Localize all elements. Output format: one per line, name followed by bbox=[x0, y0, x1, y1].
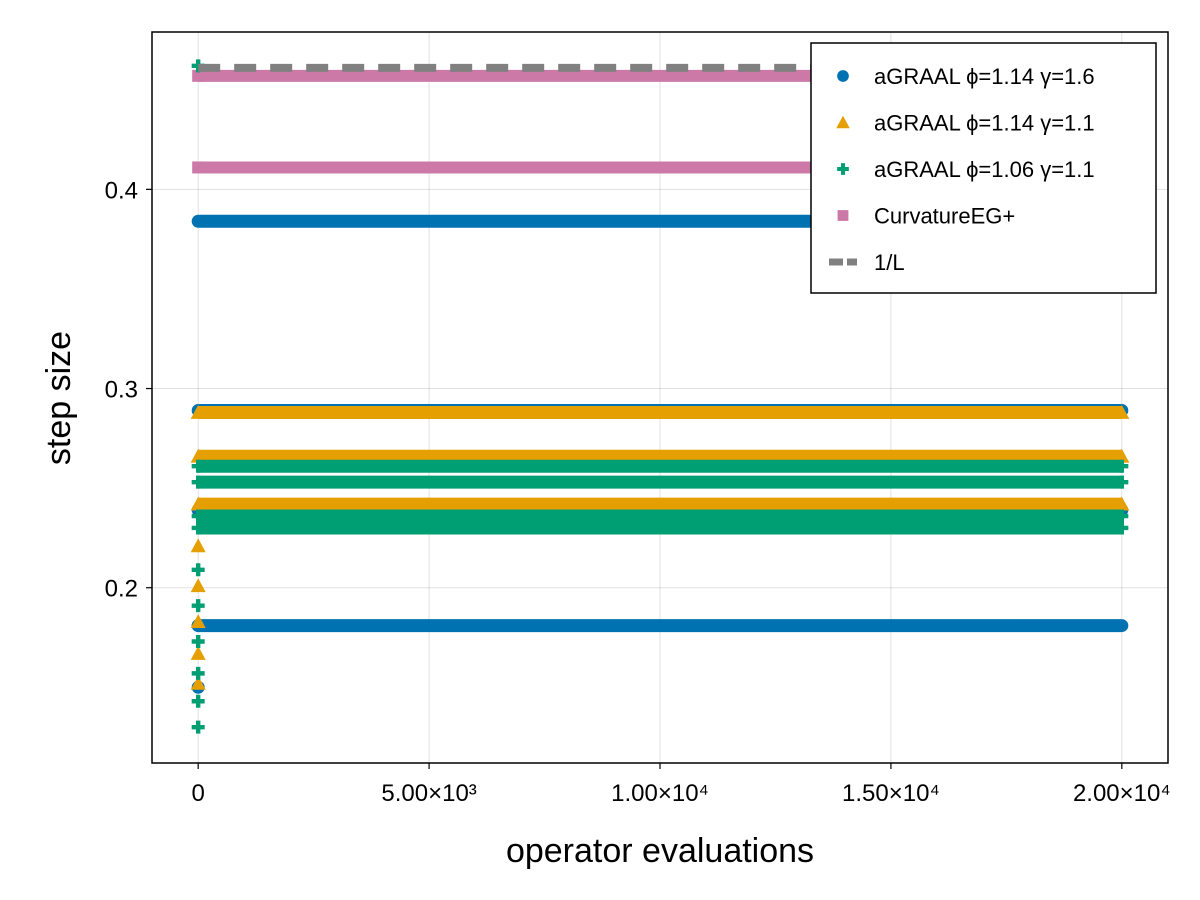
series-2-point bbox=[191, 720, 205, 734]
series-3-band-start-marker bbox=[192, 69, 205, 82]
series-1-point bbox=[190, 614, 206, 628]
series-3-band-start-marker bbox=[192, 161, 205, 174]
series-2-band-start-marker bbox=[191, 509, 205, 523]
series-1-band-end-marker bbox=[1114, 496, 1130, 511]
series-2-band-end-marker bbox=[1115, 509, 1129, 523]
y-tick-label: 0.4 bbox=[105, 177, 138, 204]
y-axis-label: step size bbox=[40, 331, 78, 465]
series-2-point bbox=[191, 634, 205, 648]
series-2-band-start-marker bbox=[191, 475, 205, 489]
series-2-band-end-marker bbox=[1115, 475, 1129, 489]
series-2-band-start-marker bbox=[191, 459, 205, 473]
legend-marker-series-2 bbox=[837, 163, 849, 175]
series-1-band-end-marker bbox=[1114, 404, 1130, 419]
series-1-band-start-marker bbox=[190, 404, 206, 419]
y-tick-label: 0.2 bbox=[105, 576, 138, 603]
series-1-band-end-marker bbox=[1114, 448, 1130, 463]
series-1-point bbox=[190, 675, 206, 690]
series-2-band-start-marker bbox=[191, 521, 205, 535]
series-1-point bbox=[190, 538, 206, 553]
legend-marker-series-0 bbox=[837, 70, 849, 82]
ticks-layer: 0 5.00×10³ 1.00×10⁴ 1.50×10⁴ 2.00×10⁴ 0.2 0.3 0… bbox=[105, 177, 1171, 807]
marks-layer bbox=[190, 59, 1130, 734]
x-tick-label: 0 bbox=[192, 780, 205, 807]
x-axis-label: operator evaluations bbox=[506, 832, 814, 870]
series-1-band-start-marker bbox=[190, 496, 206, 511]
series-2-point bbox=[191, 694, 205, 708]
series-1-band-start-marker bbox=[190, 448, 206, 463]
legend-marker-series-3 bbox=[837, 210, 849, 221]
legend-items: aGRAAL ϕ=1.14 γ=1.6 aGRAAL ϕ=1.14 γ=1.1 aG… bbox=[829, 64, 1095, 275]
x-tick-label: 1.00×10⁴ bbox=[611, 780, 709, 807]
legend: aGRAAL ϕ=1.14 γ=1.6 aGRAAL ϕ=1.14 γ=1.1 aG… bbox=[810, 42, 1157, 294]
x-tick-label: 5.00×10³ bbox=[381, 780, 476, 807]
series-2-point bbox=[191, 599, 205, 613]
series-2-point bbox=[191, 563, 205, 577]
legend-label-series-2: aGRAAL ϕ=1.06 γ=1.1 bbox=[874, 157, 1095, 182]
legend-marker-series-1 bbox=[836, 115, 850, 129]
x-tick-label: 2.00×10⁴ bbox=[1073, 780, 1171, 807]
legend-frame bbox=[810, 42, 1157, 294]
series-2-point bbox=[191, 666, 205, 680]
series-2-band-end-marker bbox=[1115, 521, 1129, 535]
legend-label-series-0: aGRAAL ϕ=1.14 γ=1.6 bbox=[874, 64, 1095, 89]
series-1-point bbox=[190, 645, 206, 660]
legend-label-series-4: 1/L bbox=[874, 250, 905, 275]
x-tick-label: 1.50×10⁴ bbox=[842, 780, 940, 807]
series-1-point bbox=[190, 578, 206, 593]
y-tick-label: 0.3 bbox=[105, 377, 138, 404]
legend-label-series-3: CurvatureEG+ bbox=[874, 204, 1015, 229]
series-2-band-end-marker bbox=[1115, 459, 1129, 473]
legend-label-series-1: aGRAAL ϕ=1.14 γ=1.1 bbox=[874, 111, 1095, 136]
